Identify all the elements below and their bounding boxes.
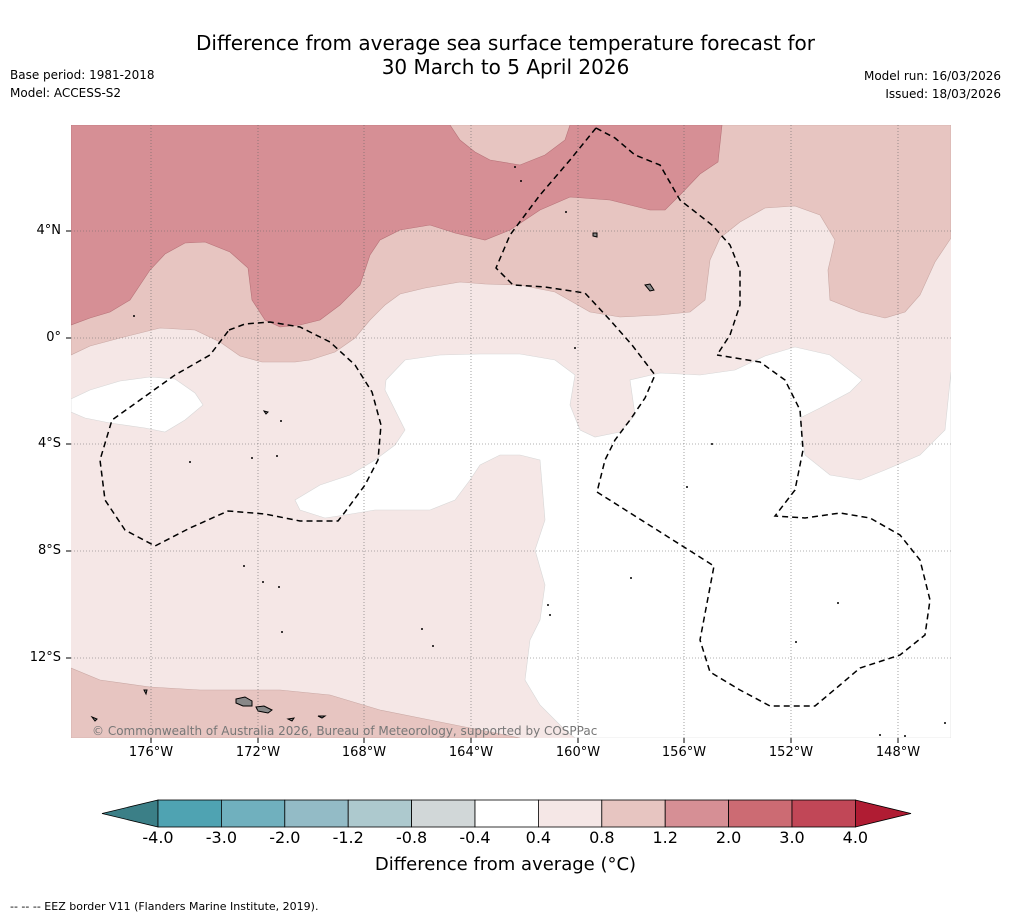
model-run: Model run: 16/03/2026 bbox=[863, 69, 1001, 83]
band-neutral-central bbox=[294, 346, 951, 738]
band-0.8-1.2-south bbox=[71, 667, 521, 738]
lon-label-156w: 156°W bbox=[661, 745, 707, 760]
colorbar-segment-7 bbox=[538, 799, 603, 828]
issued-date: Issued: 18/03/2026 bbox=[885, 87, 1001, 101]
colorbar-tick: 1.2 bbox=[652, 828, 678, 847]
lon-label-148w: 148°W bbox=[875, 745, 921, 760]
map-title: Difference from average sea surface temp… bbox=[0, 31, 1011, 79]
colorbar-tick: 4.0 bbox=[842, 828, 869, 847]
map-title-line-1: Difference from average sea surface temp… bbox=[195, 31, 815, 55]
meta-right: Model run: 16/03/2026 Issued: 18/03/2026 bbox=[864, 67, 1001, 103]
colorbar-title: Difference from average (°C) bbox=[374, 854, 637, 875]
colorbar-extend-min bbox=[101, 799, 159, 828]
graticule bbox=[71, 125, 951, 738]
colorbar-extend-max bbox=[855, 799, 912, 828]
base-period: Base period: 1981-2018 bbox=[10, 68, 155, 82]
copyright-notice: © Commonwealth of Australia 2026, Bureau… bbox=[92, 724, 598, 738]
islands bbox=[90, 232, 655, 722]
lon-label-160w: 160°W bbox=[555, 745, 601, 760]
colorbar-tick: 0.4 bbox=[525, 828, 552, 847]
eez-kiribati-line bbox=[595, 127, 741, 356]
band-1.2-2.0-north bbox=[71, 125, 723, 328]
colorbar-segment-10 bbox=[728, 799, 793, 828]
lat-label-12s: 12°S bbox=[29, 650, 61, 665]
axis-ticks bbox=[66, 230, 899, 743]
colorbar-tick: -0.4 bbox=[459, 828, 491, 847]
colorbar-segment-6 bbox=[474, 799, 539, 828]
lon-label-164w: 164°W bbox=[448, 745, 494, 760]
island-7 bbox=[143, 689, 148, 696]
colorbar-segment-5 bbox=[411, 799, 476, 828]
eez-boundary-line bbox=[495, 127, 656, 493]
lon-label-168w: 168°W bbox=[341, 745, 387, 760]
model-name: Model: ACCESS-S2 bbox=[10, 86, 122, 100]
eez-footnote: -- -- -- EEZ border V11 (Flanders Marine… bbox=[10, 900, 319, 913]
island-4 bbox=[286, 717, 296, 722]
lon-label-176w: 176°W bbox=[128, 745, 174, 760]
colorbar-segment-4 bbox=[347, 799, 413, 828]
island-2 bbox=[592, 232, 598, 238]
island-5 bbox=[317, 715, 327, 719]
island-savaii bbox=[255, 705, 273, 714]
band-neutral-west bbox=[71, 376, 204, 433]
meta-left: Base period: 1981-2018 Model: ACCESS-S2 bbox=[10, 66, 155, 102]
lat-label-0: 0° bbox=[46, 330, 61, 345]
colorbar-segment-1 bbox=[157, 799, 222, 828]
colorbar-segment-8 bbox=[601, 799, 666, 828]
eez-kiribati-phoenix bbox=[99, 321, 382, 547]
lat-label-8s: 8°S bbox=[37, 543, 61, 558]
colorbar-tick: -4.0 bbox=[142, 828, 174, 847]
colorbar-segment-11 bbox=[791, 799, 856, 828]
colorbar-tick: -3.0 bbox=[205, 828, 237, 847]
colorbar-tick: 0.8 bbox=[589, 828, 615, 847]
colorbar-tick: -0.8 bbox=[395, 828, 428, 847]
colorbar-segment-3 bbox=[284, 799, 349, 828]
atoll-dots bbox=[133, 166, 946, 737]
colorbar-tick: -2.0 bbox=[269, 828, 301, 847]
colorbar-tick: 3.0 bbox=[779, 828, 805, 847]
map-title-line-2: 30 March to 5 April 2026 bbox=[381, 55, 630, 79]
eez-borders bbox=[99, 127, 931, 707]
island-1 bbox=[644, 283, 655, 292]
colorbar-segment-9 bbox=[664, 799, 730, 828]
colorbar-tick: -1.2 bbox=[332, 828, 364, 847]
lon-label-152w: 152°W bbox=[768, 745, 814, 760]
lat-label-4s: 4°S bbox=[37, 436, 61, 451]
colorbar-segment-2 bbox=[220, 799, 286, 828]
colorbar-tick: 2.0 bbox=[715, 828, 742, 847]
eez-cook-islands bbox=[596, 354, 931, 707]
colorbar bbox=[101, 799, 912, 828]
island-3 bbox=[262, 410, 269, 415]
lat-label-4n: 4°N bbox=[36, 223, 62, 238]
island-upolu bbox=[235, 696, 253, 707]
island-6 bbox=[90, 715, 98, 722]
lon-label-172w: 172°W bbox=[235, 745, 281, 760]
